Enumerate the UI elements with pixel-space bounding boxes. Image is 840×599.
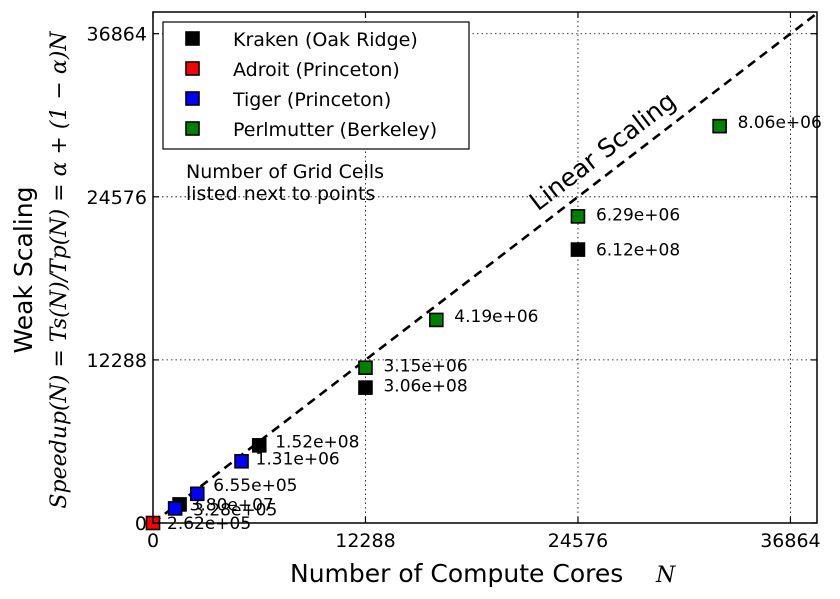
point-label: 2.62e+05 [167,514,251,534]
linear-scaling-line [152,12,818,525]
legend-label: Kraken (Oak Ridge) [233,29,418,51]
point-label: 6.55e+05 [213,476,297,496]
x-axis-label-variable: N [655,563,676,588]
legend-label: Adroit (Princeton) [233,59,400,81]
y-tick-label: 12288 [87,350,147,372]
x-tick-label: 0 [147,530,159,552]
legend-marker [185,121,200,136]
axis-ticks: 0 12288 24576 36864 0 12288 24576 36864 [87,12,821,552]
point-label: 6.12e+08 [596,241,680,261]
data-point-perlmutter [712,118,727,134]
data-point-perlmutter [358,360,373,376]
point-label: 8.06e+06 [738,113,822,133]
data-point-tiger [167,501,183,516]
x-axis-label: Number of Compute Cores N [290,559,676,588]
legend-marker [185,61,200,76]
legend-box [162,21,470,150]
y-tick-label: 0 [135,513,147,535]
data-point-perlmutter [429,312,444,328]
x-tick-label: 24576 [548,530,608,552]
data-point-kraken [570,242,586,257]
linear-scaling-reference [152,12,818,525]
data-points: 3.80e+07 1.52e+08 3.06e+08 6.12e+08 2.62e+05… [145,113,822,534]
point-label: 4.19e+06 [454,307,538,327]
data-point-kraken [251,438,267,453]
data-point-kraken [358,380,373,395]
point-label: 3.28e+05 [193,500,277,520]
legend-marker [185,31,200,46]
point-label: 3.80e+07 [190,495,274,515]
y-tick-label: 24576 [87,187,147,209]
x-tick-label: 12288 [335,530,395,552]
point-label: 3.15e+06 [383,357,467,377]
plot-frame [152,11,818,524]
data-point-tiger [189,486,205,502]
y-tick-label: 36864 [87,24,147,46]
data-point-perlmutter [570,209,586,224]
point-label: 1.31e+06 [256,449,340,469]
grid-cells-note-line-2: listed next to points [186,183,375,205]
point-label: 1.52e+08 [275,432,359,452]
legend-items: Kraken (Oak Ridge) Adroit (Princeton) Tige… [185,29,437,141]
legend: Kraken (Oak Ridge) Adroit (Princeton) Tige… [162,21,470,150]
legend-label: Tiger (Princeton) [232,89,391,111]
point-label: 6.29e+06 [596,205,680,225]
x-tick-label: 36864 [760,530,820,552]
grid-cells-note-line-1: Number of Grid Cells [186,161,384,183]
legend-label: Perlmutter (Berkeley) [233,119,437,141]
point-label: 3.06e+08 [383,377,467,397]
legend-marker [185,91,200,106]
data-point-tiger [234,453,249,469]
y-axis-label-line-2: Speedup(N) = Ts(N)/Tp(N) = α + (1 − α)N [47,31,72,509]
x-axis-label-text: Number of Compute Cores [290,559,623,588]
y-axis-label-line-1: Weak Scaling [9,187,38,354]
